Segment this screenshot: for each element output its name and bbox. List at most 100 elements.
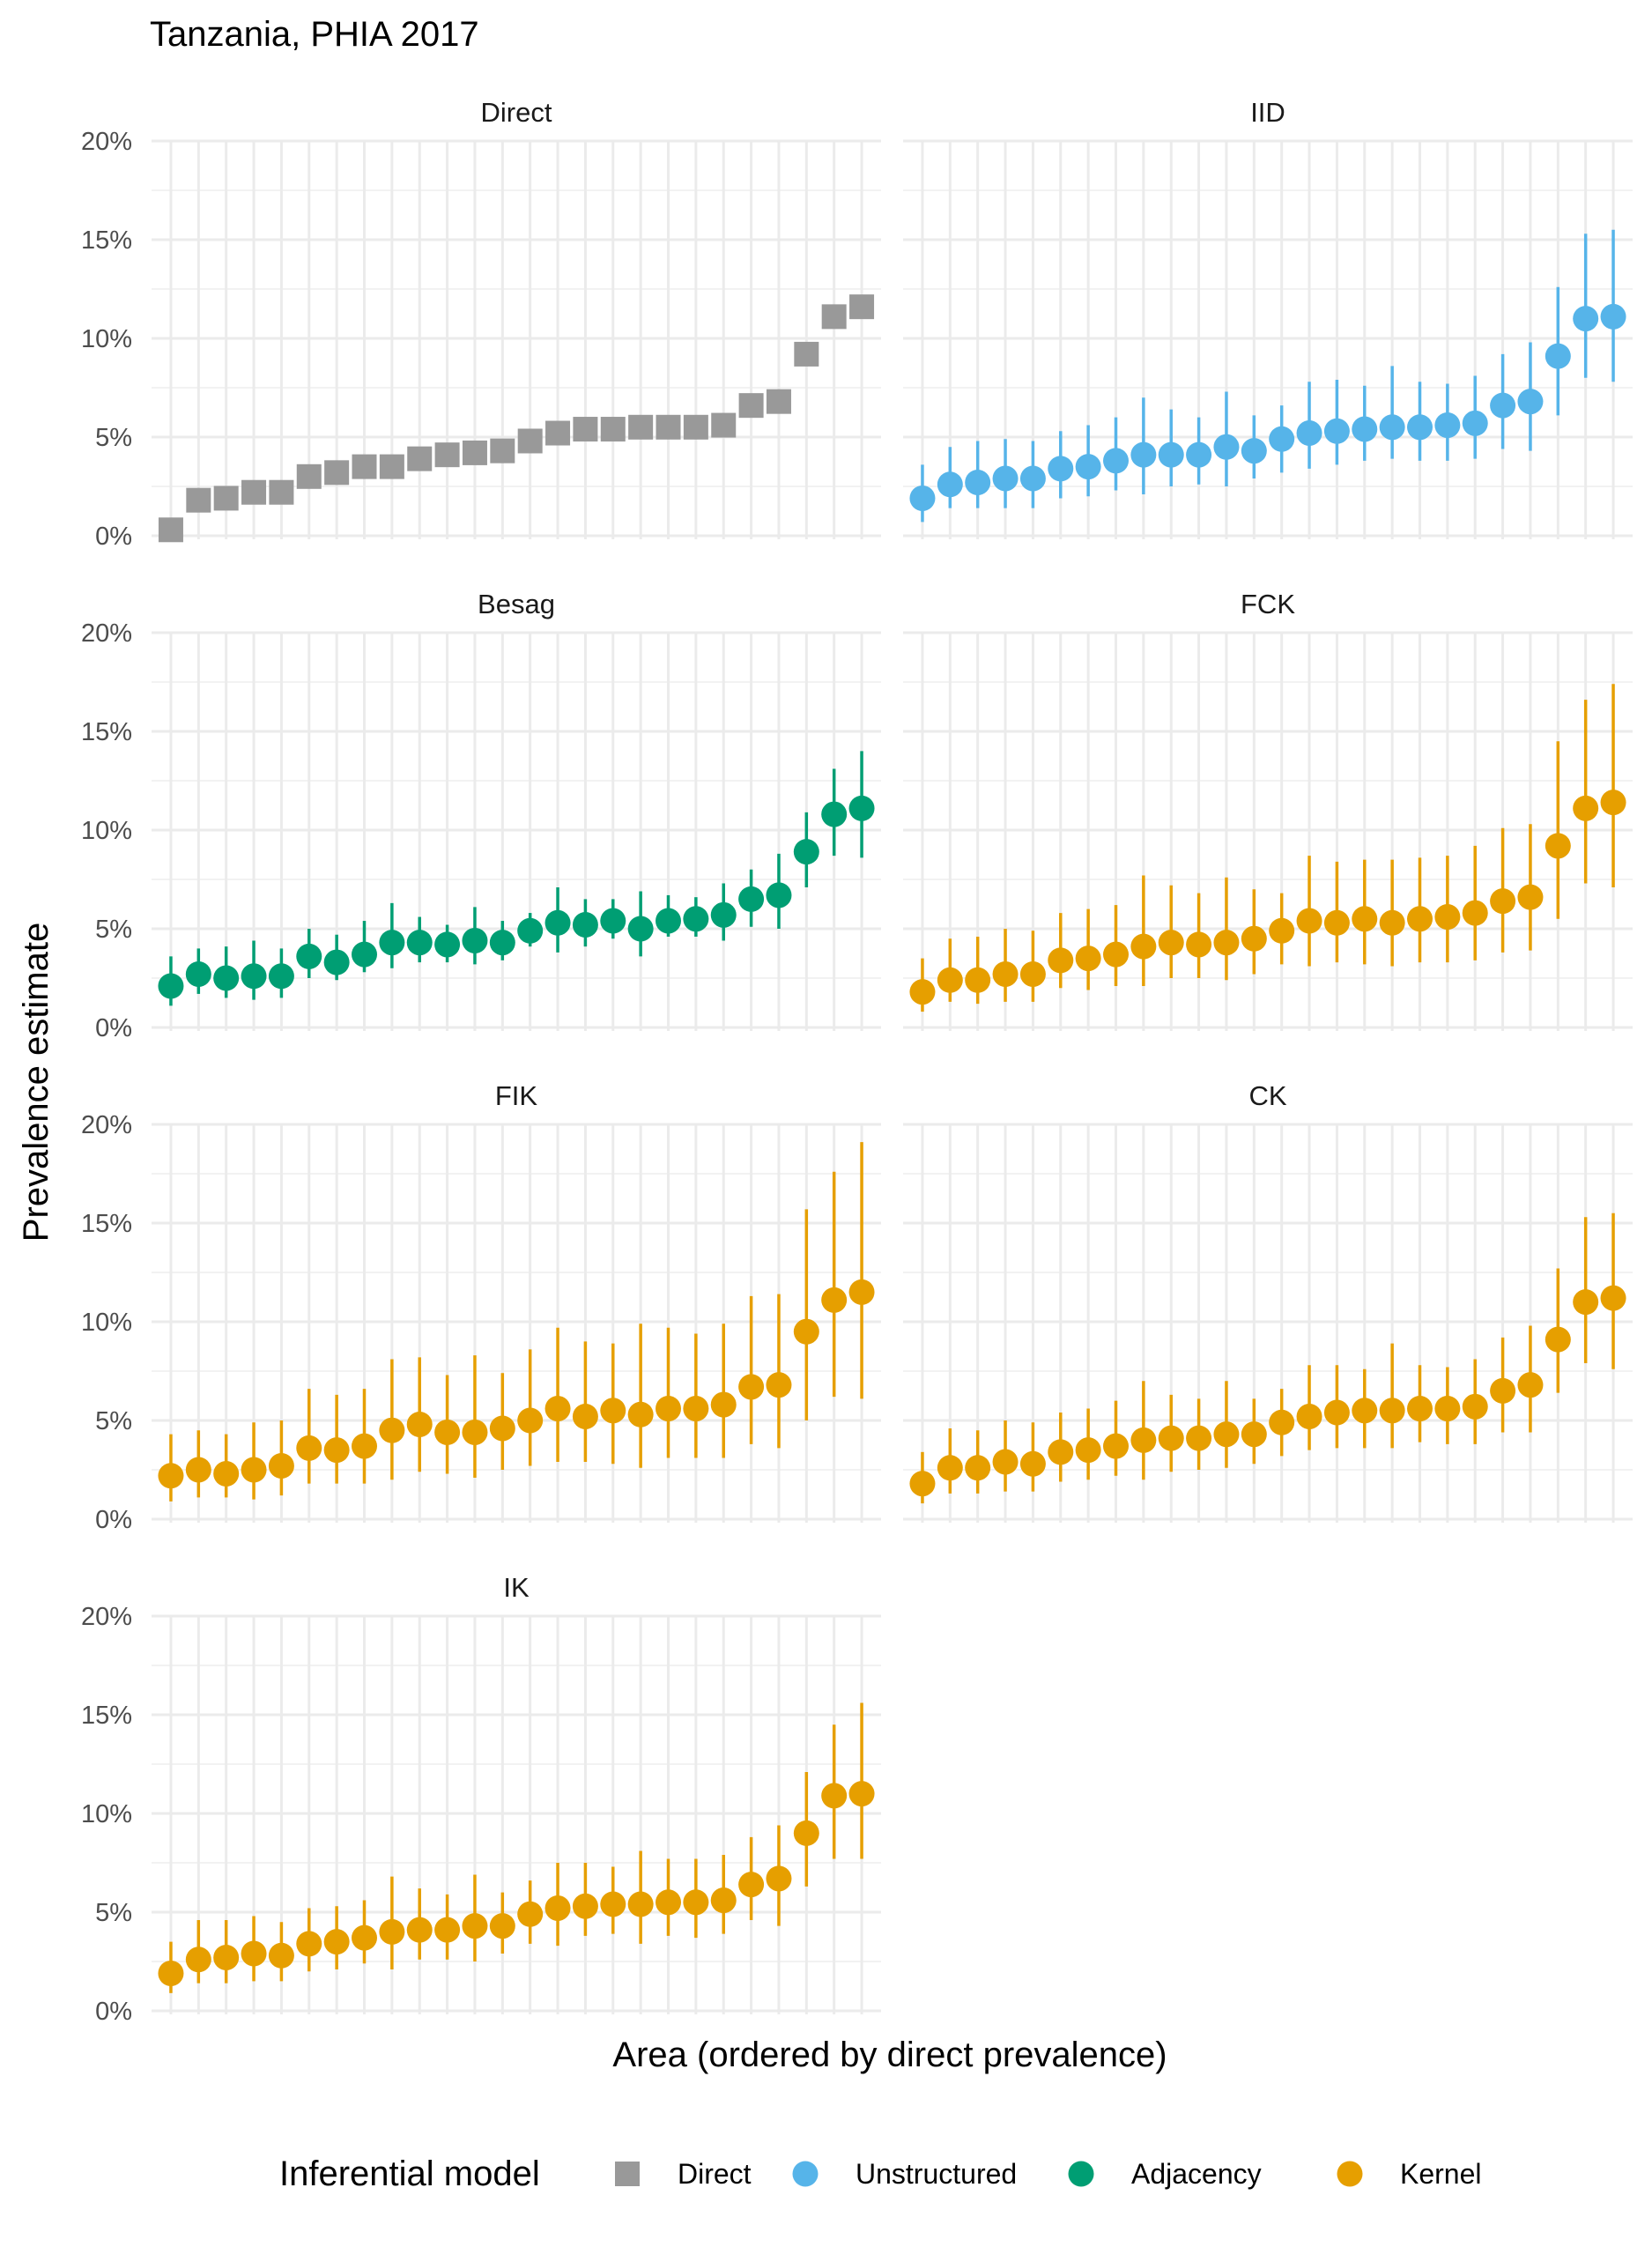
- data-point: [572, 1404, 598, 1430]
- data-point: [296, 1435, 322, 1461]
- data-point: [1434, 1396, 1461, 1422]
- data-point: [1296, 1404, 1322, 1430]
- legend-key: [1068, 2161, 1094, 2187]
- data-point: [1186, 441, 1212, 468]
- panel-fck: FCK: [903, 589, 1633, 1031]
- data-point: [185, 1947, 211, 1973]
- data-point: [434, 931, 461, 958]
- data-point: [1407, 414, 1433, 441]
- legend-title: Inferential model: [279, 2154, 540, 2193]
- data-point: [937, 967, 963, 993]
- data-point: [1186, 931, 1212, 958]
- data-point: [821, 801, 848, 827]
- data-point: [379, 930, 405, 956]
- data-point: [683, 1396, 709, 1422]
- data-point: [683, 414, 708, 440]
- data-point: [1213, 434, 1240, 460]
- y-tick-label: 5%: [95, 916, 132, 944]
- panel-title: FCK: [1241, 589, 1295, 619]
- data-point: [965, 967, 991, 993]
- data-point: [848, 1279, 875, 1305]
- data-point: [434, 1917, 461, 1943]
- data-point: [1407, 906, 1433, 932]
- data-point: [656, 1396, 681, 1422]
- y-tick-label: 10%: [81, 817, 132, 845]
- legend-label: Adjacency: [1131, 2158, 1262, 2190]
- data-point: [1573, 795, 1599, 821]
- data-point: [489, 1415, 515, 1442]
- legend-entry-kernel: Kernel: [1337, 2158, 1482, 2190]
- data-point: [1600, 1285, 1626, 1311]
- y-tick-label: 15%: [81, 718, 132, 746]
- data-point: [1075, 1437, 1101, 1464]
- data-point: [1462, 410, 1488, 436]
- panel-title: IK: [503, 1572, 530, 1603]
- data-point: [1213, 1421, 1240, 1448]
- data-point: [738, 1872, 765, 1898]
- data-point: [462, 1419, 488, 1445]
- data-point: [158, 517, 183, 543]
- data-point: [1269, 917, 1295, 944]
- y-tick-label: 10%: [81, 325, 132, 353]
- data-point: [185, 961, 211, 988]
- data-point: [352, 941, 377, 968]
- data-point: [793, 1318, 819, 1345]
- data-point: [992, 1449, 1019, 1475]
- y-tick-label: 5%: [95, 424, 132, 452]
- y-tick-label: 0%: [95, 1014, 132, 1042]
- data-point: [1323, 1399, 1350, 1426]
- data-point: [1048, 947, 1074, 974]
- data-point: [909, 979, 936, 1005]
- data-point: [186, 487, 211, 513]
- y-tick-label: 10%: [81, 1800, 132, 1828]
- data-point: [1600, 790, 1626, 816]
- data-point: [379, 1918, 405, 1945]
- data-point: [1241, 438, 1267, 464]
- data-point: [268, 963, 294, 990]
- data-point: [573, 417, 598, 442]
- legend-entry-direct: Direct: [615, 2158, 752, 2190]
- data-point: [213, 1945, 240, 1971]
- data-point: [1573, 306, 1599, 332]
- data-point: [656, 908, 681, 934]
- panel-ck: CK: [903, 1080, 1633, 1523]
- legend-entry-adjacency: Adjacency: [1068, 2158, 1262, 2190]
- data-point: [489, 930, 515, 956]
- data-point: [1517, 884, 1544, 910]
- data-point: [1517, 1372, 1544, 1398]
- panel-title: CK: [1248, 1080, 1286, 1111]
- data-point: [213, 1460, 240, 1487]
- data-point: [1213, 930, 1240, 956]
- data-point: [1600, 303, 1626, 330]
- data-point: [683, 1889, 709, 1916]
- data-point: [1269, 1409, 1295, 1435]
- panel-title: Besag: [478, 589, 555, 619]
- legend-key: [615, 2162, 640, 2186]
- data-point: [1019, 1450, 1046, 1477]
- data-point: [1352, 1398, 1378, 1424]
- y-tick-label: 0%: [95, 1998, 132, 2026]
- data-point: [821, 304, 847, 330]
- data-point: [1379, 909, 1405, 936]
- data-point: [1158, 1425, 1184, 1451]
- data-point: [323, 1437, 350, 1464]
- y-tick-label: 20%: [81, 1603, 132, 1631]
- data-point: [600, 1891, 626, 1917]
- data-point: [710, 901, 737, 928]
- panel-title: IID: [1250, 97, 1285, 128]
- data-point: [992, 465, 1019, 492]
- data-point: [185, 1457, 211, 1483]
- data-point: [627, 1891, 654, 1917]
- data-point: [848, 1781, 875, 1807]
- data-point: [821, 1287, 848, 1313]
- data-point: [600, 1398, 626, 1424]
- data-point: [738, 886, 765, 912]
- data-point: [352, 1433, 377, 1459]
- legend-label: Kernel: [1400, 2158, 1482, 2190]
- data-point: [793, 1820, 819, 1846]
- data-point: [544, 1895, 571, 1922]
- data-point: [517, 428, 543, 454]
- data-point: [296, 463, 322, 489]
- data-point: [1130, 933, 1157, 960]
- data-point: [1545, 1326, 1571, 1353]
